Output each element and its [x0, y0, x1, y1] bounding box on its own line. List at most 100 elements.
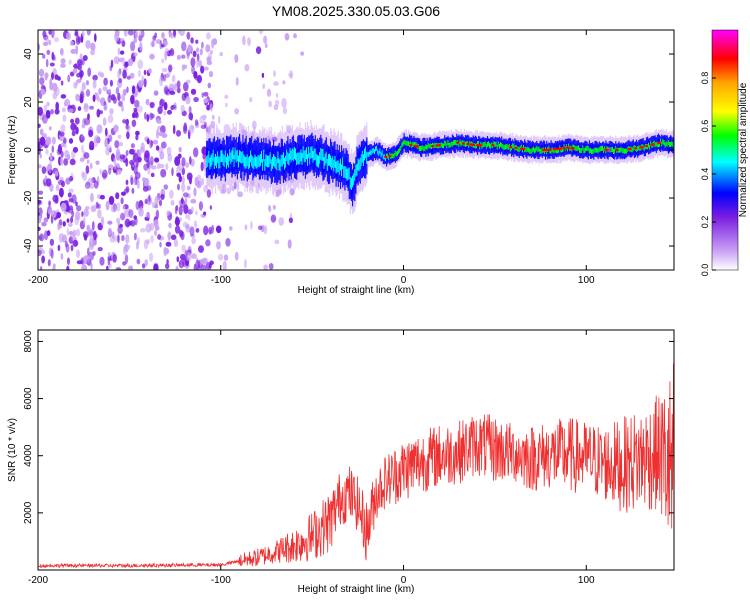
spectrogram-speckle — [258, 225, 263, 231]
spectrogram-speckle — [107, 227, 112, 236]
spectrogram-speckle — [41, 255, 45, 264]
spectrogram-speckle — [107, 256, 111, 266]
spectrogram-band — [212, 151, 214, 174]
spectrogram-speckle — [160, 141, 167, 149]
spectrogram-speckle — [166, 258, 169, 265]
spectrogram-speckle — [167, 109, 172, 115]
spectrogram-band — [595, 147, 597, 153]
spectrogram-speckle — [55, 184, 60, 192]
spectrogram-band — [240, 151, 242, 163]
spectrogram-speckle — [52, 82, 58, 93]
spectrogram-speckle — [124, 243, 129, 253]
spectrogram-speckle — [274, 99, 280, 107]
spectrogram-band — [250, 150, 252, 163]
spectrogram-speckle — [85, 206, 90, 210]
spectrogram-band — [257, 155, 259, 167]
spectrogram-speckle — [275, 93, 279, 98]
spectrogram-band — [244, 156, 246, 169]
spectrogram-speckle — [247, 37, 251, 46]
spectrogram-peak — [562, 146, 567, 150]
spectrogram-speckle — [193, 220, 198, 228]
spectrogram-speckle — [108, 88, 112, 94]
spectrogram-band — [324, 153, 326, 166]
spectrogram-band — [367, 151, 369, 157]
spectrogram-band — [290, 150, 292, 163]
spectrogram-band — [415, 142, 417, 148]
spectrogram-speckle — [134, 99, 140, 108]
spectrogram-peak — [559, 147, 564, 150]
spectrogram-speckle — [39, 213, 43, 219]
spectrogram-speckle — [150, 113, 155, 119]
spectrogram-band — [413, 141, 415, 147]
spectrogram-speckle — [45, 148, 49, 155]
spectrogram-speckle — [163, 247, 170, 255]
spectrogram-speckle — [193, 187, 197, 197]
spectrogram-speckle — [249, 97, 253, 103]
spectrogram-speckle — [44, 73, 48, 81]
spectrogram-speckle — [41, 166, 47, 175]
spectrogram-speckle — [81, 30, 85, 37]
spectrogram-band — [490, 143, 492, 149]
spectrogram-speckle — [200, 124, 207, 130]
spectrogram-peak — [651, 143, 656, 146]
spectrogram-speckle — [191, 237, 196, 245]
spectrogram-band — [414, 142, 416, 148]
spectrogram-band — [625, 143, 627, 153]
spectrogram-x-tick-label: -100 — [211, 275, 231, 286]
spectrogram-peak — [640, 146, 645, 149]
spectrogram-band — [228, 155, 230, 168]
spectrogram-band — [287, 152, 289, 165]
spectrogram-speckle — [244, 63, 250, 72]
spectrogram-band — [576, 145, 579, 151]
spectrogram-speckle — [152, 139, 159, 145]
spectrogram-band — [561, 147, 563, 153]
spectrogram-speckle — [62, 114, 67, 123]
spectrogram-speckle — [173, 238, 179, 248]
spectrogram-band — [298, 152, 300, 165]
spectrogram-band — [420, 146, 422, 151]
spectrogram-speckle — [146, 138, 150, 145]
spectrogram-speckle — [207, 82, 212, 89]
spectrogram-speckle — [202, 114, 207, 120]
spectrogram-speckle — [146, 158, 150, 169]
spectrogram-x-tick-label: 0 — [401, 275, 407, 286]
spectrogram-speckle — [59, 48, 64, 56]
spectrogram-band — [396, 150, 399, 156]
spectrogram-speckle — [60, 63, 66, 68]
spectrogram-band — [600, 146, 603, 151]
spectrogram-speckle — [288, 72, 293, 78]
spectrogram-band — [593, 148, 595, 154]
spectrogram-speckle — [133, 178, 137, 186]
spectrogram-peak — [514, 146, 519, 150]
snr-y-tick-label: 8000 — [23, 330, 34, 353]
spectrogram-band — [517, 146, 519, 152]
spectrogram-band — [562, 147, 564, 152]
spectrogram-band — [494, 142, 496, 147]
spectrogram-speckle — [198, 60, 202, 68]
spectrogram-speckle — [189, 156, 192, 165]
spectrogram-band — [632, 146, 634, 152]
spectrogram-speckle — [268, 100, 272, 108]
spectrogram-speckle — [119, 50, 125, 55]
spectrogram-speckle — [219, 52, 223, 57]
spectrogram-band — [321, 148, 323, 161]
spectrogram-speckle — [107, 252, 111, 257]
spectrogram-band — [560, 142, 562, 152]
spectrogram-speckle — [42, 30, 47, 38]
spectrogram-band — [296, 153, 298, 165]
spectrogram-speckle — [264, 42, 268, 49]
spectrogram-speckle — [190, 37, 194, 44]
spectrogram-band — [428, 143, 430, 149]
spectrogram-speckle — [129, 220, 136, 227]
spectrogram-speckle — [81, 264, 87, 270]
spectrogram-band — [503, 144, 505, 150]
spectrogram-speckle — [124, 254, 129, 264]
spectrogram-band — [319, 152, 321, 164]
spectrogram-speckle — [99, 168, 102, 175]
spectrogram-speckle — [89, 237, 95, 248]
spectrogram-speckle — [173, 30, 177, 39]
spectrogram-speckle — [58, 233, 65, 243]
spectrogram-speckle — [82, 172, 88, 182]
spectrogram-peak — [567, 146, 572, 149]
